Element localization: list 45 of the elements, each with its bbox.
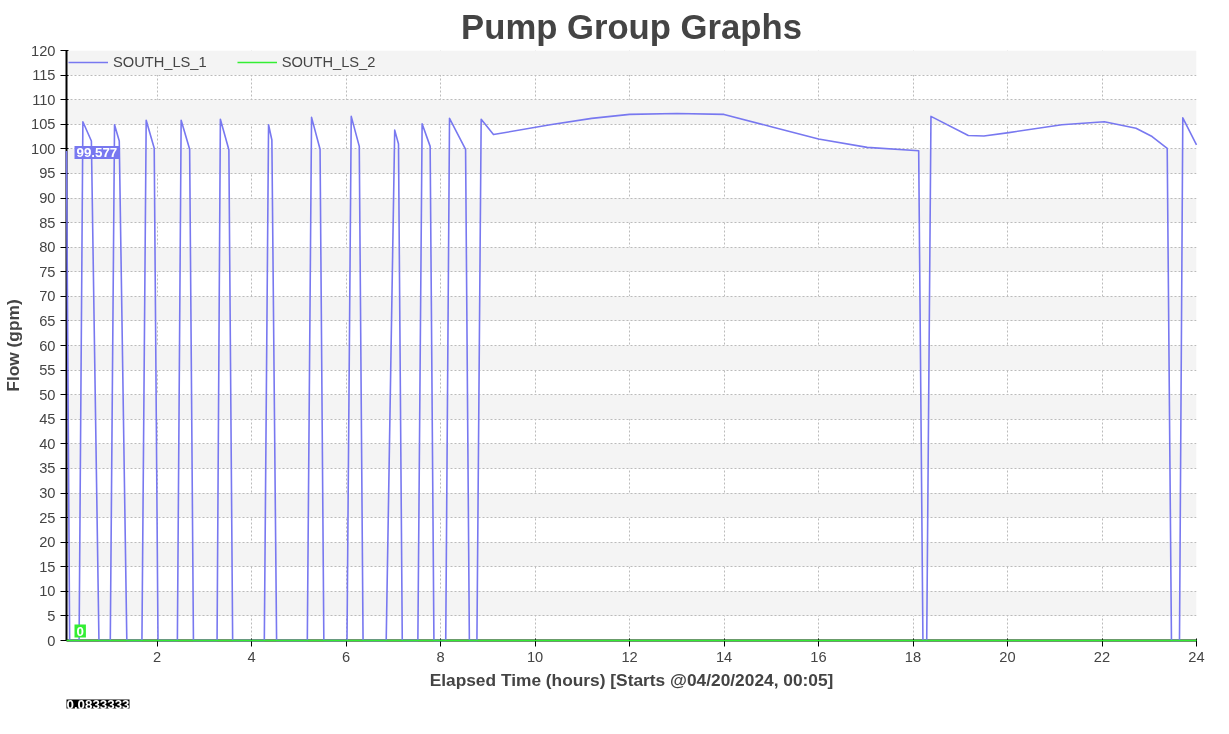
x-tick-label: 12: [621, 648, 638, 665]
chart-title: Pump Group Graphs: [461, 7, 802, 46]
y-tick-label: 65: [39, 312, 56, 329]
annotation: 99.577: [76, 144, 118, 160]
y-tick-label: 55: [39, 362, 56, 379]
x-tick-label: 16: [810, 648, 827, 665]
y-tick-label: 10: [39, 583, 56, 600]
y-tick-label: 120: [31, 42, 56, 59]
y-tick-label: 20: [39, 534, 56, 551]
y-tick-label: 105: [31, 116, 56, 133]
y-tick-label: 75: [39, 263, 56, 280]
y-tick-label: 40: [39, 435, 56, 452]
y-tick-label: 90: [39, 190, 56, 206]
x-tick-label: 20: [999, 648, 1016, 665]
x-tick-label: 22: [1093, 648, 1111, 665]
y-tick-label: 45: [39, 411, 56, 428]
x-tick-label: 14: [715, 648, 733, 665]
y-tick-label: 0: [47, 632, 56, 649]
y-tick-label: 35: [39, 460, 56, 477]
y-tick-label: 100: [31, 140, 56, 157]
annotation: 0: [76, 623, 84, 639]
x-tick-label: 6: [341, 648, 351, 665]
x-tick-label: 2: [152, 648, 162, 665]
y-tick-label: 60: [39, 337, 56, 354]
y-axis-title: Flow (gpm): [3, 299, 24, 392]
y-tick-label: 115: [32, 67, 56, 84]
y-tick-label: 5: [47, 607, 56, 624]
legend-label: SOUTH_LS_2: [281, 54, 376, 70]
x-tick-label: 10: [526, 648, 544, 665]
text: 0.0833333: [66, 696, 130, 712]
y-tick-label: 15: [39, 558, 56, 575]
legend-label: SOUTH_LS_1: [113, 54, 207, 70]
y-tick-label: 110: [32, 91, 56, 108]
y-tick-label: 80: [39, 239, 56, 256]
y-tick-label: 85: [39, 214, 56, 231]
y-tick-label: 30: [39, 485, 56, 501]
y-tick-label: 50: [39, 386, 56, 403]
x-tick-label: 24: [1188, 648, 1205, 665]
x-tick-label: 4: [247, 648, 256, 665]
y-tick-label: 25: [39, 509, 56, 526]
x-tick-label: 8: [436, 648, 445, 665]
x-axis-title: Elapsed Time (hours) [Starts @04/20/2024, 00:05]: [429, 669, 834, 690]
x-tick-label: 18: [904, 648, 922, 665]
y-tick-label: 95: [39, 165, 56, 182]
y-tick-label: 70: [39, 288, 56, 305]
